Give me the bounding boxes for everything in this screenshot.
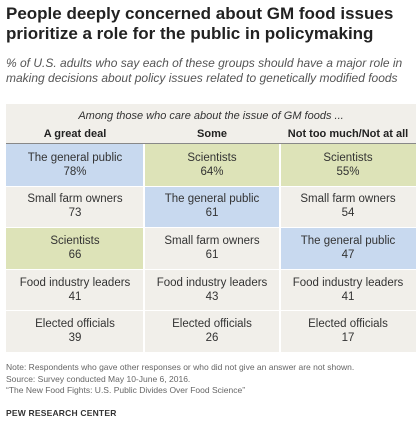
table-cell: Elected officials 39 xyxy=(6,310,144,352)
cell-value: 55% xyxy=(336,165,360,178)
cell-group-label: Small farm owners xyxy=(27,193,123,206)
cell-value: 41 xyxy=(68,290,82,303)
cell-group-label: Elected officials xyxy=(172,318,252,331)
cell-group-label: The general public xyxy=(27,151,123,164)
cell-group-label: Food industry leaders xyxy=(156,276,268,289)
chart-subtitle: % of U.S. adults who say each of these g… xyxy=(6,56,403,85)
report-text: “The New Food Fights: U.S. Public Divide… xyxy=(6,385,246,395)
cell-value: 61 xyxy=(205,248,219,261)
cell-group-label: Small farm owners xyxy=(164,234,260,247)
cell-value: 39 xyxy=(68,332,82,345)
cell-value: 47 xyxy=(341,248,355,261)
header-divider xyxy=(6,143,416,144)
cell-value: 78% xyxy=(63,165,87,178)
cell-value: 54 xyxy=(341,207,355,220)
table-cell: Scientists 66 xyxy=(6,227,144,269)
cell-value: 26 xyxy=(205,332,219,345)
cell-group-label: Scientists xyxy=(323,151,373,164)
credit-label: PEW RESEARCH CENTER xyxy=(6,408,117,418)
table-cell: Food industry leaders 41 xyxy=(280,269,416,311)
cell-value: 73 xyxy=(68,207,82,220)
table-cell: Small farm owners 61 xyxy=(144,227,280,269)
cell-group-label: The general public xyxy=(300,234,396,247)
table-cell: Food industry leaders 43 xyxy=(144,269,280,311)
cell-value: 41 xyxy=(341,290,355,303)
column-header: Some xyxy=(197,128,227,140)
source-text: Source: Survey conducted May 10-June 6, … xyxy=(6,373,191,384)
chart-title: People deeply concerned about GM food is… xyxy=(6,4,394,43)
cell-group-label: Scientists xyxy=(50,234,100,247)
table-cell: The general public 47 xyxy=(280,227,416,269)
column-divider xyxy=(143,144,145,352)
cell-value: 64% xyxy=(200,165,224,178)
cell-group-label: Scientists xyxy=(187,151,237,164)
column-header: Not too much/Not at all xyxy=(287,128,409,140)
table-cell: Scientists 64% xyxy=(144,144,280,186)
cell-group-label: Elected officials xyxy=(35,318,115,331)
cell-group-label: Food industry leaders xyxy=(19,276,131,289)
row-divider xyxy=(6,268,416,270)
table-cell: Food industry leaders 41 xyxy=(6,269,144,311)
ranking-table: Among those who care about the issue of … xyxy=(6,104,416,352)
cell-value: 66 xyxy=(68,248,82,261)
row-divider xyxy=(6,185,416,187)
column-divider xyxy=(279,144,281,352)
footnote: Note: Respondents who gave other respons… xyxy=(6,362,416,397)
cell-group-label: Elected officials xyxy=(308,318,388,331)
cell-value: 61 xyxy=(205,207,219,220)
row-divider xyxy=(6,310,416,312)
cell-value: 17 xyxy=(341,332,355,345)
column-header: A great deal xyxy=(43,128,107,140)
cell-value: 43 xyxy=(205,290,219,303)
table-cell: Elected officials 17 xyxy=(280,310,416,352)
table-cell: Small farm owners 54 xyxy=(280,186,416,228)
table-cell: Small farm owners 73 xyxy=(6,186,144,228)
cell-group-label: Small farm owners xyxy=(300,193,396,206)
table-cell: Elected officials 26 xyxy=(144,310,280,352)
row-divider xyxy=(6,227,416,229)
note-text: Note: Respondents who gave other respons… xyxy=(6,362,355,372)
group-label: Among those who care about the issue of … xyxy=(78,110,344,122)
table-cell: The general public 78% xyxy=(6,144,144,186)
table-cell: Scientists 55% xyxy=(280,144,416,186)
cell-group-label: The general public xyxy=(164,193,260,206)
cell-group-label: Food industry leaders xyxy=(292,276,404,289)
table-cell: The general public 61 xyxy=(144,185,280,228)
